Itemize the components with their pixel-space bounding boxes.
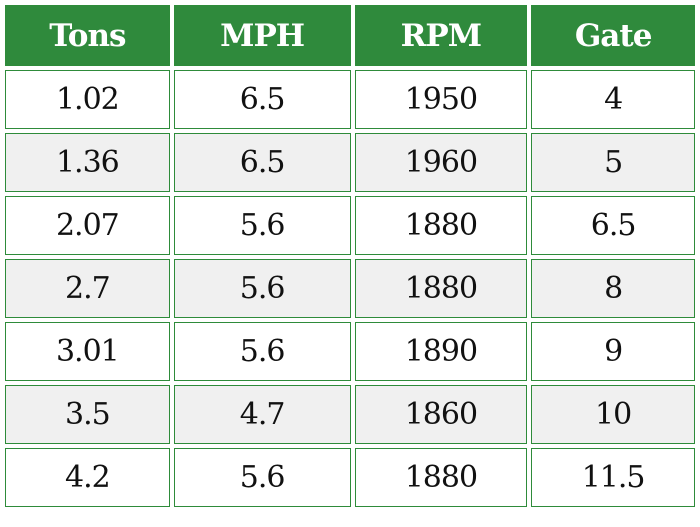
table-row: 4.2 5.6 1880 11.5 — [5, 448, 695, 507]
cell-mph: 5.6 — [173, 259, 351, 318]
table-header: Tons MPH RPM Gate — [5, 5, 695, 66]
cell-tons: 2.7 — [5, 259, 170, 318]
cell-tons: 3.5 — [5, 385, 170, 444]
cell-gate: 8 — [531, 259, 695, 318]
cell-gate: 6.5 — [531, 196, 695, 255]
cell-tons: 3.01 — [5, 322, 170, 381]
cell-mph: 6.5 — [173, 133, 351, 192]
cell-mph: 6.5 — [173, 70, 351, 129]
table-row: 2.7 5.6 1880 8 — [5, 259, 695, 318]
table-row: 3.5 4.7 1860 10 — [5, 385, 695, 444]
table-row: 1.02 6.5 1950 4 — [5, 70, 695, 129]
table-body: 1.02 6.5 1950 4 1.36 6.5 1960 5 2.07 5.6… — [5, 70, 695, 507]
table-row: 2.07 5.6 1880 6.5 — [5, 196, 695, 255]
table-row: 3.01 5.6 1890 9 — [5, 322, 695, 381]
cell-tons: 2.07 — [5, 196, 170, 255]
table-row: 1.36 6.5 1960 5 — [5, 133, 695, 192]
cell-rpm: 1880 — [354, 196, 528, 255]
cell-rpm: 1880 — [354, 259, 528, 318]
cell-mph: 5.6 — [173, 196, 351, 255]
cell-tons: 1.36 — [5, 133, 170, 192]
cell-gate: 5 — [531, 133, 695, 192]
data-table: Tons MPH RPM Gate 1.02 6.5 1950 4 1.36 6… — [1, 1, 699, 511]
column-header-mph: MPH — [173, 5, 351, 66]
cell-gate: 10 — [531, 385, 695, 444]
column-header-tons: Tons — [5, 5, 170, 66]
cell-mph: 5.6 — [173, 448, 351, 507]
cell-gate: 9 — [531, 322, 695, 381]
cell-rpm: 1890 — [354, 322, 528, 381]
cell-mph: 5.6 — [173, 322, 351, 381]
cell-mph: 4.7 — [173, 385, 351, 444]
cell-rpm: 1860 — [354, 385, 528, 444]
cell-gate: 11.5 — [531, 448, 695, 507]
data-table-container: Tons MPH RPM Gate 1.02 6.5 1950 4 1.36 6… — [5, 5, 695, 511]
cell-rpm: 1950 — [354, 70, 528, 129]
cell-tons: 4.2 — [5, 448, 170, 507]
cell-tons: 1.02 — [5, 70, 170, 129]
header-row: Tons MPH RPM Gate — [5, 5, 695, 66]
column-header-rpm: RPM — [354, 5, 528, 66]
column-header-gate: Gate — [531, 5, 695, 66]
cell-gate: 4 — [531, 70, 695, 129]
cell-rpm: 1880 — [354, 448, 528, 507]
cell-rpm: 1960 — [354, 133, 528, 192]
